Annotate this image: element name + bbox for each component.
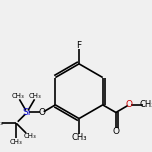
Text: CH₃: CH₃ xyxy=(10,139,23,145)
Text: O: O xyxy=(112,126,119,136)
Text: O: O xyxy=(39,108,46,117)
Text: O: O xyxy=(126,100,133,109)
Text: CH₃: CH₃ xyxy=(12,93,24,99)
Text: CH₃: CH₃ xyxy=(29,93,42,99)
Text: CH₃: CH₃ xyxy=(71,133,87,142)
Text: Si: Si xyxy=(23,108,31,117)
Text: CH₃: CH₃ xyxy=(24,133,37,139)
Text: CH₃: CH₃ xyxy=(140,100,152,109)
Text: CH₃: CH₃ xyxy=(0,120,3,126)
Text: F: F xyxy=(76,41,82,50)
